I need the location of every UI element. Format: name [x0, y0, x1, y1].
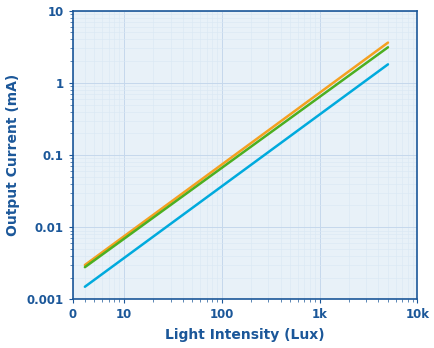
Y-axis label: Output Current (mA): Output Current (mA) — [6, 74, 20, 236]
X-axis label: Light Intensity (Lux): Light Intensity (Lux) — [165, 329, 324, 342]
